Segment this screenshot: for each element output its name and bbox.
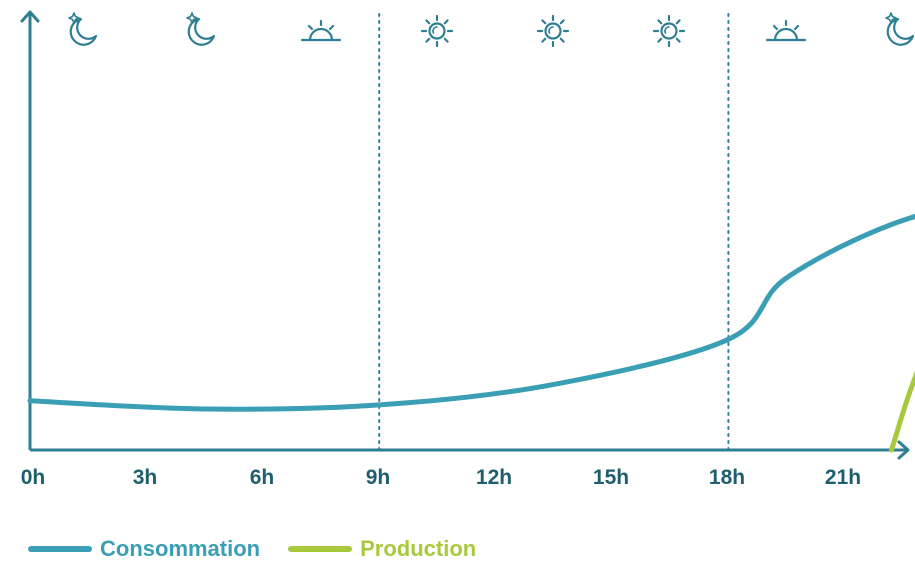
sunrise-icon xyxy=(302,21,340,40)
sun-icon xyxy=(654,16,684,46)
legend-swatch-production xyxy=(288,546,352,552)
legend-item-production: Production xyxy=(288,536,476,562)
legend-label-production: Production xyxy=(360,536,476,562)
legend-item-consommation: Consommation xyxy=(28,536,260,562)
x-tick-label: 21h xyxy=(825,466,861,489)
series-line-consommation xyxy=(30,76,915,409)
sun-icon xyxy=(422,16,452,46)
moon-icon xyxy=(886,13,913,45)
series-line-production xyxy=(891,56,915,450)
x-tick-label: 18h xyxy=(709,466,745,489)
x-tick-label: 12h xyxy=(476,466,512,489)
legend-swatch-consommation xyxy=(28,546,92,552)
sunset-icon xyxy=(767,21,805,40)
x-tick-label: 6h xyxy=(250,466,275,489)
legend-label-consommation: Consommation xyxy=(100,536,260,562)
x-tick-label: 9h xyxy=(366,466,391,489)
x-tick-label: 0h xyxy=(21,466,46,489)
x-tick-label: 15h xyxy=(593,466,629,489)
moon-icon xyxy=(69,13,96,45)
sun-icon xyxy=(538,16,568,46)
legend: Consommation Production xyxy=(28,536,504,562)
moon-icon xyxy=(187,13,214,45)
x-tick-label: 3h xyxy=(133,466,158,489)
